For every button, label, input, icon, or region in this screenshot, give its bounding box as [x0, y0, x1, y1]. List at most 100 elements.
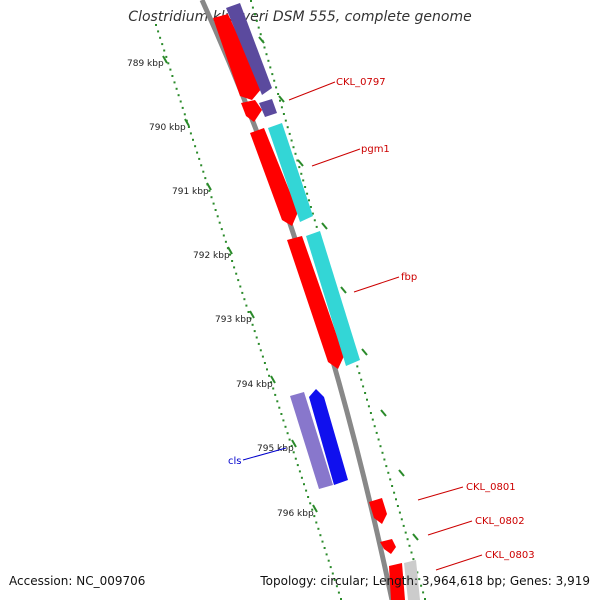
ruler-dot [305, 489, 308, 492]
outer-ring-dot [292, 146, 295, 149]
outer-ring-dot [404, 531, 407, 534]
outer-ring-dot [267, 59, 270, 62]
outer-ring-dot [296, 159, 299, 162]
ruler-dot [175, 87, 178, 90]
ruler-dot [210, 196, 213, 199]
ruler-label-794: 794 kbp [236, 380, 273, 390]
ruler-dot [321, 540, 324, 543]
cog-cyan-fbp[interactable] [306, 231, 360, 366]
outer-ring-dot [412, 558, 415, 561]
outer-ring-dot [377, 438, 380, 441]
ruler-dot [159, 36, 162, 39]
ruler-dot [288, 438, 291, 441]
cds-ckl0801-arrow[interactable] [369, 498, 387, 524]
outer-ring-dot [288, 132, 291, 135]
ruler-dot [212, 202, 215, 205]
cog-purple-ckl0797[interactable] [259, 99, 277, 117]
ruler-dot [169, 68, 172, 71]
gene-label-ckl0797[interactable]: CKL_0797 [336, 77, 386, 88]
cds-ckl0802-arrow[interactable] [380, 539, 396, 554]
outer-ring-dot [277, 93, 280, 95]
cds-ckl0796-arrow[interactable] [213, 14, 262, 100]
ruler-dot [220, 228, 223, 231]
leader-ckl0803 [435, 554, 483, 571]
outer-ring-dot [408, 544, 411, 547]
outer-ring-dot [279, 99, 281, 102]
cog-grey-ckl0803[interactable] [404, 560, 420, 600]
gene-label-ckl0801[interactable]: CKL_0801 [466, 482, 516, 493]
outer-ring-dot [396, 505, 399, 507]
ruler-dot [165, 55, 168, 58]
leader-fbp [353, 276, 400, 293]
gene-label-cls[interactable]: cls [228, 456, 242, 467]
ruler-dot [298, 470, 301, 473]
outer-ring-dot [356, 365, 359, 368]
ruler-dot [255, 336, 258, 339]
ruler-label-790: 790 kbp [149, 123, 186, 133]
outer-ring-dot [391, 485, 394, 487]
ruler-dot [276, 400, 279, 403]
cog-purple-upper[interactable] [226, 3, 272, 95]
outer-ring-dot [263, 46, 266, 49]
ruler-dot [243, 298, 246, 301]
ruler-dot [317, 527, 320, 530]
ruler-dot [268, 374, 271, 377]
ruler-dot [323, 547, 326, 549]
ruler-dot [290, 444, 293, 447]
outer-ring-dot [402, 524, 405, 527]
cds-fbp-arrow[interactable] [287, 236, 344, 369]
outer-ring-dot [280, 106, 283, 109]
outer-ring-dot [400, 518, 403, 521]
outer-ring-dot [284, 119, 287, 122]
ruler-dot [286, 432, 289, 435]
outer-ring-dot [282, 113, 285, 115]
ruler-dot [155, 24, 157, 26]
ruler-label-793: 793 kbp [215, 315, 252, 325]
cog-blue-cls-arrow[interactable] [309, 389, 348, 485]
outer-ring-dot [389, 478, 392, 481]
cog-cyan-pgm1[interactable] [268, 123, 313, 222]
outer-ring-dot [271, 73, 274, 76]
cog-lavender-cls[interactable] [290, 392, 333, 489]
gene-label-ckl0802[interactable]: CKL_0802 [475, 516, 525, 527]
outer-ring-dot [290, 139, 293, 142]
ruler-dot [233, 266, 236, 269]
cds-ckl0803-arrow[interactable] [389, 563, 405, 600]
leader-ckl0801 [417, 486, 464, 501]
outer-ring-dot [265, 53, 268, 56]
ruler-dot [266, 368, 268, 371]
ruler-dot [237, 279, 240, 282]
outer-ring-dot [416, 571, 419, 574]
outer-ring-dot [422, 591, 425, 594]
ruler-dot [329, 566, 332, 569]
gene-label-ckl0803[interactable]: CKL_0803 [485, 550, 535, 561]
outer-ring-dot [269, 66, 272, 69]
ruler-dot [157, 30, 160, 33]
ruler-dot [325, 553, 328, 556]
ruler-dot [241, 291, 244, 294]
ruler-dot [274, 393, 277, 396]
ruler-dot [198, 157, 201, 160]
outer-ring-dot [313, 219, 316, 222]
ruler-tick-790 [184, 118, 190, 127]
ruler-dot [257, 342, 260, 345]
ruler-dot [259, 349, 262, 352]
ruler-dot [292, 451, 295, 454]
cds-ckl0797-arrow[interactable] [241, 100, 262, 122]
ruler-dot [229, 253, 231, 256]
ruler-dot [309, 502, 312, 505]
ruler-dot [235, 272, 238, 275]
outer-ring-dot [387, 471, 390, 474]
ruler-dot [294, 457, 297, 460]
outer-ring-dot [420, 584, 423, 587]
ruler-dot [284, 425, 287, 428]
gene-label-pgm1[interactable]: pgm1 [361, 144, 390, 155]
leader-ckl0797 [288, 81, 336, 101]
ruler-dot [247, 311, 250, 313]
outer-ring-dot [304, 186, 307, 188]
ruler-dot [249, 317, 252, 320]
gene-label-fbp[interactable]: fbp [401, 272, 417, 283]
outer-ring-dot [395, 498, 397, 501]
ruler-tick-789 [162, 55, 168, 64]
cds-pgm1-arrow[interactable] [250, 128, 298, 226]
